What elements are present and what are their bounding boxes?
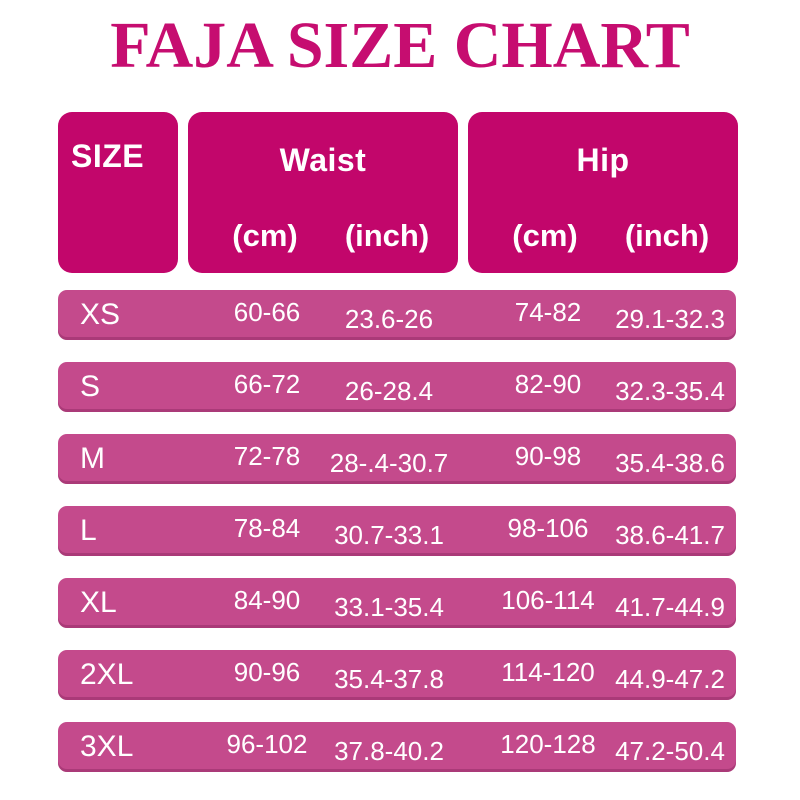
cell-waist-inch: 23.6-26 — [344, 304, 434, 334]
cell-hip-inch: 41.7-44.9 — [615, 592, 725, 622]
header-hip-cm-label: (cm) — [512, 218, 578, 253]
cell-hip-inch: 44.9-47.2 — [615, 664, 725, 694]
cell-waist-inch: 37.8-40.2 — [334, 736, 444, 766]
header-size-label: SIZE — [71, 138, 145, 174]
table-row-3xl: 3XL 96-102 37.8-40.2 120-128 47.2-50.4 — [58, 722, 736, 772]
cell-hip-cm: 82-90 — [514, 369, 582, 399]
header-hip-block: Hip (cm) (inch) — [468, 112, 738, 273]
table-row-m: M 72-78 28-.4-30.7 90-98 35.4-38.6 — [58, 434, 736, 484]
cell-waist-cm: 90-96 — [233, 657, 301, 687]
table-row-2xl: 2XL 90-96 35.4-37.8 114-120 44.9-47.2 — [58, 650, 736, 700]
cell-size: XL — [80, 586, 117, 619]
cell-waist-inch: 28-.4-30.7 — [329, 448, 449, 478]
cell-hip-cm: 106-114 — [501, 585, 595, 615]
header-hip-inch-label: (inch) — [624, 218, 710, 253]
header-size-block: SIZE — [58, 112, 178, 273]
cell-waist-inch: 33.1-35.4 — [334, 592, 444, 622]
cell-hip-inch: 47.2-50.4 — [615, 736, 725, 766]
cell-size: XS — [80, 298, 121, 331]
cell-hip-inch: 32.3-35.4 — [615, 376, 725, 406]
size-table-body: XS 60-66 23.6-26 74-82 29.1-32.3 S 66-72… — [58, 290, 736, 794]
table-row-xl: XL 84-90 33.1-35.4 106-114 41.7-44.9 — [58, 578, 736, 628]
header-waist-block: Waist (cm) (inch) — [188, 112, 458, 273]
header-waist-inch-label: (inch) — [344, 218, 430, 253]
cell-size: 2XL — [80, 658, 134, 691]
cell-hip-cm: 98-106 — [507, 513, 589, 543]
cell-hip-cm: 74-82 — [514, 297, 582, 327]
cell-waist-cm: 78-84 — [233, 513, 301, 543]
cell-waist-cm: 96-102 — [226, 729, 308, 759]
cell-waist-cm: 60-66 — [233, 297, 301, 327]
cell-size: M — [80, 442, 105, 475]
table-row-s: S 66-72 26-28.4 82-90 32.3-35.4 — [58, 362, 736, 412]
cell-size: 3XL — [80, 730, 134, 763]
cell-hip-cm: 114-120 — [501, 657, 595, 687]
cell-hip-inch: 29.1-32.3 — [615, 304, 725, 334]
cell-waist-cm: 72-78 — [233, 441, 301, 471]
cell-waist-inch: 30.7-33.1 — [334, 520, 444, 550]
table-row-xs: XS 60-66 23.6-26 74-82 29.1-32.3 — [58, 290, 736, 340]
cell-hip-cm: 90-98 — [514, 441, 582, 471]
cell-hip-cm: 120-128 — [500, 729, 596, 759]
cell-hip-inch: 38.6-41.7 — [615, 520, 725, 550]
table-header: SIZE Waist (cm) (inch) Hip (cm) (inch) — [58, 112, 738, 273]
page-title: FAJA SIZE CHART — [110, 9, 690, 82]
cell-waist-cm: 66-72 — [233, 369, 301, 399]
table-row-l: L 78-84 30.7-33.1 98-106 38.6-41.7 — [58, 506, 736, 556]
cell-waist-cm: 84-90 — [233, 585, 301, 615]
cell-size: L — [80, 514, 97, 547]
cell-waist-inch: 26-28.4 — [344, 376, 434, 406]
header-waist-cm-label: (cm) — [232, 218, 298, 253]
header-hip-label: Hip — [576, 142, 630, 178]
header-waist-label: Waist — [279, 142, 367, 178]
cell-size: S — [80, 370, 101, 403]
cell-waist-inch: 35.4-37.8 — [334, 664, 444, 694]
cell-hip-inch: 35.4-38.6 — [615, 448, 725, 478]
